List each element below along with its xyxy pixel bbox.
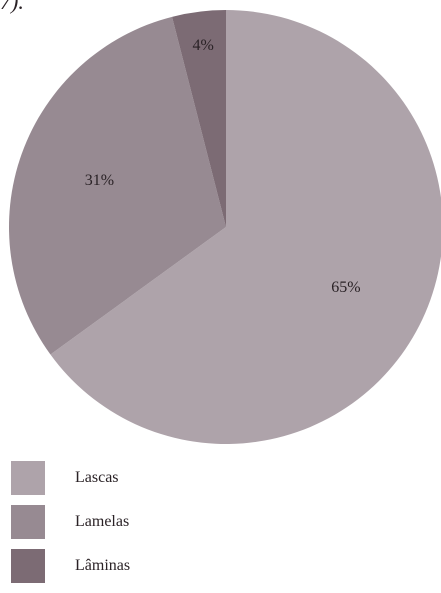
legend-swatch (11, 505, 45, 539)
legend-item-lascas: Lascas (11, 461, 130, 495)
legend-swatch (11, 549, 45, 583)
pie-slice-lâminas (172, 10, 226, 227)
slice-label-lâminas: 4% (192, 37, 213, 54)
legend-label: Lamelas (75, 513, 130, 530)
pie-slices (8, 10, 441, 444)
pie-slice-labels: 65% 31% 4% (85, 37, 361, 296)
pie-chart: 65% 31% 4% (8, 10, 441, 444)
legend-label: Lâminas (75, 557, 131, 574)
legend-item-lamelas: Lamelas (11, 505, 130, 539)
caption-fragment: 7). (0, 0, 24, 14)
legend: Lascas Lamelas Lâminas (11, 461, 130, 593)
slice-label-lamelas: 31% (85, 172, 114, 189)
pie-slice-lascas (50, 10, 441, 444)
legend-item-lâminas: Lâminas (11, 549, 130, 583)
pie-slice-lamelas (8, 16, 226, 355)
legend-label: Lascas (75, 469, 119, 486)
slice-label-lascas: 65% (331, 279, 360, 296)
legend-swatch (11, 461, 45, 495)
